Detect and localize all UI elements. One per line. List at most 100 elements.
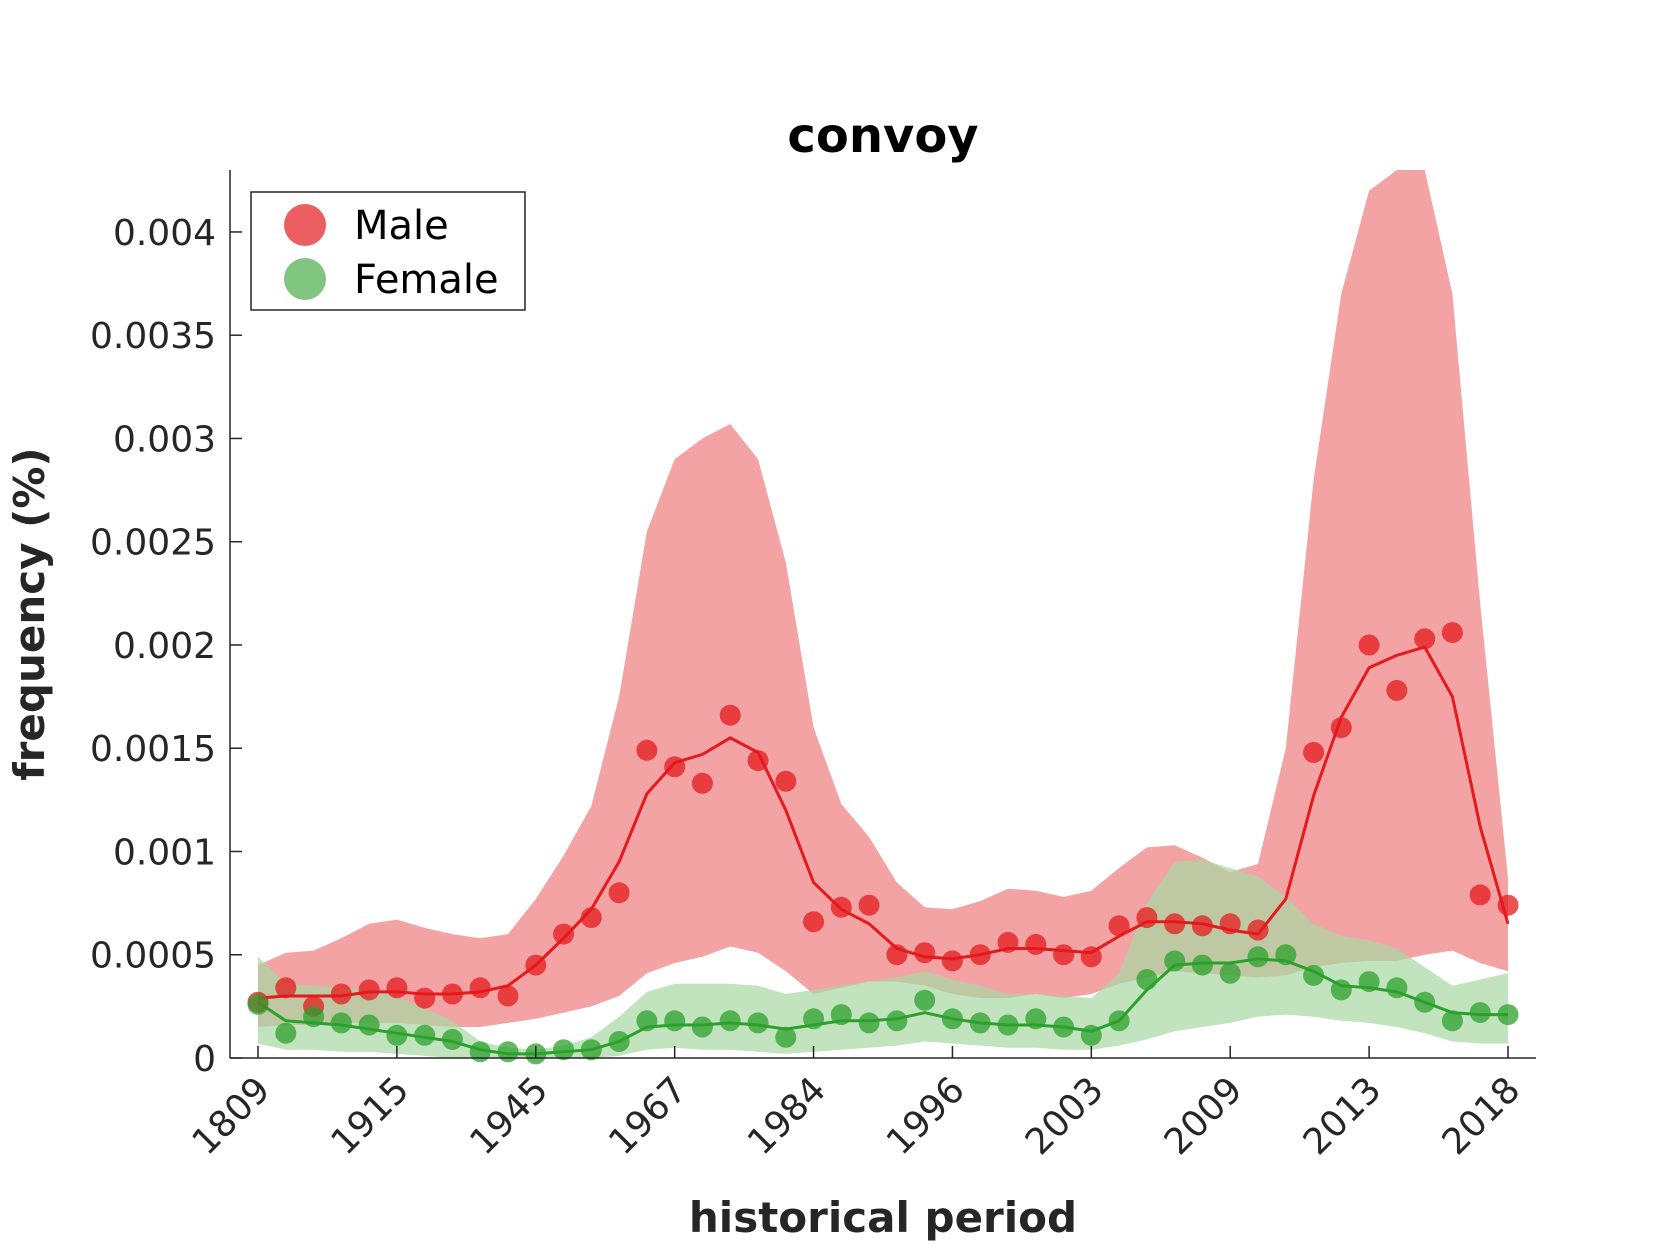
band-male: [258, 170, 1508, 1027]
point-male: [1108, 915, 1130, 937]
point-female: [247, 993, 269, 1015]
y-tick-label: 0.0035: [90, 316, 216, 357]
point-female: [386, 1024, 408, 1046]
point-female: [914, 989, 936, 1011]
bands-layer: [258, 170, 1508, 1058]
point-male: [1330, 717, 1352, 739]
point-male: [386, 977, 408, 999]
point-female: [886, 1010, 908, 1032]
point-female: [941, 1008, 963, 1030]
point-female: [803, 1008, 825, 1030]
point-female: [1469, 1002, 1491, 1024]
point-male: [275, 977, 297, 999]
y-tick-label: 0.002: [113, 626, 216, 667]
point-male: [914, 942, 936, 964]
point-female: [608, 1031, 630, 1052]
point-female: [1414, 991, 1436, 1013]
point-female: [1219, 962, 1241, 984]
point-female: [330, 1012, 352, 1034]
point-male: [1247, 919, 1269, 941]
point-male: [1497, 894, 1519, 916]
point-female: [553, 1039, 575, 1061]
band-female: [258, 859, 1508, 1058]
point-female: [441, 1028, 463, 1050]
point-male: [1386, 679, 1408, 701]
point-male: [719, 704, 741, 726]
y-tick-label: 0.001: [113, 832, 216, 873]
legend-label-female: Female: [354, 257, 499, 303]
point-male: [330, 983, 352, 1005]
point-male: [636, 739, 658, 761]
point-male: [1025, 933, 1047, 955]
point-male: [691, 772, 713, 794]
y-tick-label: 0.0015: [90, 729, 216, 770]
trend-line-female: [257, 957, 1508, 1056]
chart-title: convoy: [787, 108, 978, 164]
point-female: [1080, 1024, 1102, 1046]
point-female: [969, 1012, 991, 1034]
point-female: [358, 1014, 380, 1036]
point-female: [1330, 979, 1352, 1001]
point-female: [664, 1010, 686, 1032]
point-male: [1441, 622, 1463, 644]
point-male: [358, 979, 380, 1001]
point-male: [1053, 944, 1075, 966]
point-male: [1469, 884, 1491, 906]
point-female: [1441, 1010, 1463, 1032]
point-female: [303, 1006, 325, 1028]
point-female: [1053, 1016, 1075, 1038]
trend-lines-layer: [257, 645, 1510, 1056]
point-male: [414, 987, 436, 1009]
plot-area: [247, 170, 1519, 1065]
point-female: [747, 1012, 769, 1034]
point-male: [830, 896, 852, 918]
point-male: [1219, 913, 1241, 935]
point-female: [719, 1010, 741, 1032]
point-female: [1303, 964, 1325, 986]
point-male: [997, 931, 1019, 953]
point-male: [441, 983, 463, 1005]
y-tick-label: 0.003: [113, 419, 216, 460]
point-female: [1191, 954, 1213, 976]
point-male: [497, 985, 519, 1007]
point-female: [1108, 1010, 1130, 1032]
point-male: [1080, 946, 1102, 968]
legend: Male Female: [250, 191, 526, 311]
point-female: [1247, 946, 1269, 968]
point-female: [1164, 950, 1186, 972]
point-female: [414, 1024, 436, 1046]
y-axis-title: frequency (%): [5, 447, 54, 780]
point-male: [525, 954, 547, 976]
point-male: [775, 770, 797, 792]
point-male: [747, 750, 769, 772]
y-tick-label: 0.0005: [90, 936, 216, 977]
point-female: [1136, 969, 1158, 990]
legend-marker-male: [284, 204, 326, 246]
point-male: [886, 944, 908, 966]
legend-label-male: Male: [354, 203, 449, 249]
point-female: [469, 1041, 491, 1063]
y-tick-label: 0.004: [113, 213, 216, 254]
data-points-layer: [247, 622, 1519, 1065]
point-female: [858, 1012, 880, 1034]
point-female: [1025, 1008, 1047, 1030]
point-female: [1275, 944, 1297, 966]
point-male: [803, 911, 825, 933]
x-axis-title: historical period: [689, 1193, 1077, 1242]
y-tick-label: 0: [193, 1039, 216, 1080]
point-male: [1358, 634, 1380, 656]
point-male: [469, 977, 491, 999]
y-axis-ticks: 0 0.0005 0.001 0.0015 0.002 0.0025 0.003 0.0035…: [90, 213, 242, 1080]
point-male: [858, 894, 880, 916]
point-male: [608, 882, 630, 904]
point-female: [1497, 1004, 1519, 1026]
point-male: [553, 923, 575, 945]
point-female: [775, 1026, 797, 1048]
trend-line-male: [257, 645, 1510, 1000]
point-male: [1191, 915, 1213, 937]
point-male: [941, 950, 963, 972]
point-male: [969, 944, 991, 966]
point-male: [664, 756, 686, 778]
point-female: [275, 1022, 297, 1044]
